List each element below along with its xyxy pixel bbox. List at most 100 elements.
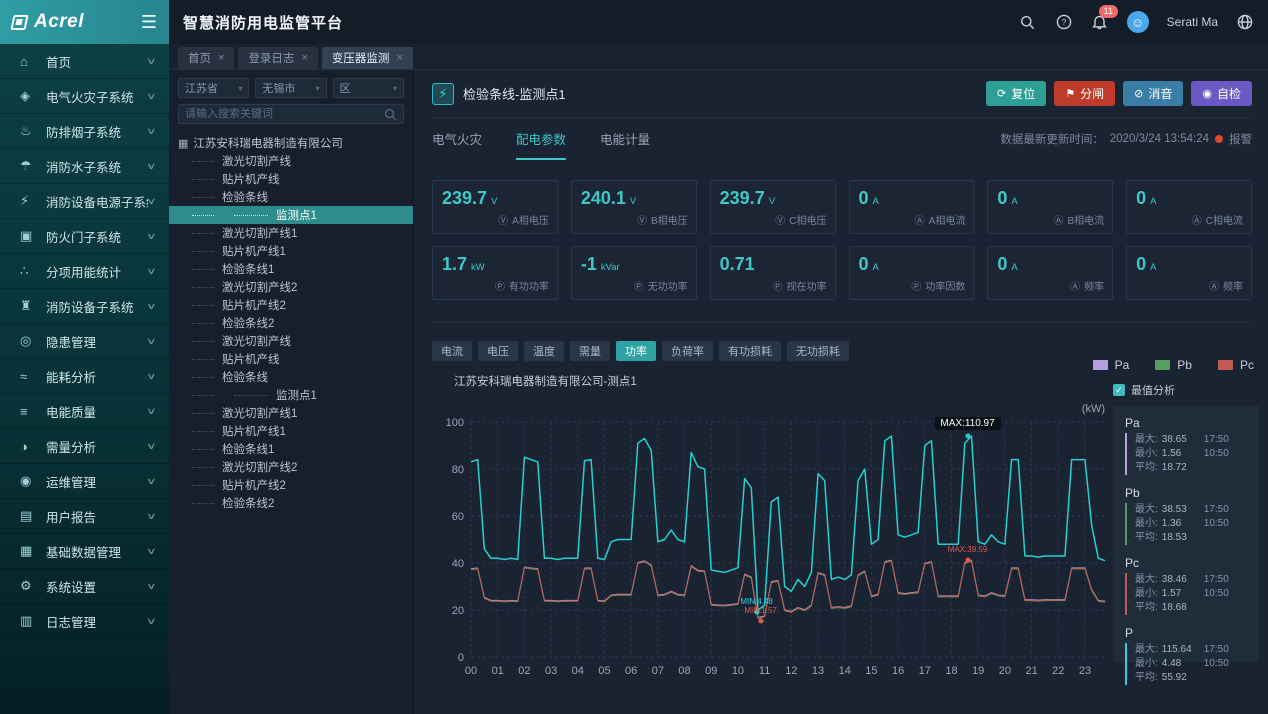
voltage-icon: Ⓥ	[775, 216, 786, 227]
filter-需量[interactable]: 需量	[570, 341, 610, 361]
stats-series-name: Pc	[1125, 556, 1140, 570]
building-icon: ▦	[178, 137, 189, 150]
user-name[interactable]: Serati Ma	[1166, 15, 1218, 29]
sidebar-item-电能质量[interactable]: ≡ 电能质量 ∨	[0, 394, 169, 429]
legend-Pa[interactable]: Pa	[1092, 358, 1129, 372]
svg-text:40: 40	[452, 558, 464, 570]
tree-node[interactable]: 贴片机产线	[178, 170, 404, 188]
sidebar-item-消防水子系统[interactable]: ☂ 消防水子系统 ∨	[0, 149, 169, 184]
filter-无功损耗[interactable]: 无功损耗	[787, 341, 849, 361]
tree-search[interactable]	[178, 104, 404, 124]
close-icon[interactable]: ×	[396, 52, 403, 64]
power-icon: Ⓟ	[911, 282, 922, 293]
max-min-analysis-checkbox[interactable]: ✓ 最值分析	[1113, 382, 1259, 398]
svg-text:60: 60	[452, 511, 464, 523]
sidebar-item-能耗分析[interactable]: ≈ 能耗分析 ∨	[0, 359, 169, 394]
tree-node[interactable]: 激光切割产线1	[178, 224, 404, 242]
tree-node[interactable]: 监测点1	[169, 206, 413, 224]
energy-stat-icon: ∴	[20, 263, 29, 278]
metric-unit: A	[872, 196, 879, 207]
filter-有功损耗[interactable]: 有功损耗	[719, 341, 781, 361]
tree-node[interactable]: 激光切割产线1	[178, 404, 404, 422]
page-tab-首页[interactable]: 首页 ×	[178, 47, 235, 69]
tree-dotted-line	[234, 214, 268, 216]
tree-node[interactable]: 监测点1	[178, 386, 404, 404]
sidebar-item-系统设置[interactable]: ⚙ 系统设置 ∨	[0, 569, 169, 604]
user-avatar[interactable]: ☺	[1126, 11, 1149, 33]
tree-node[interactable]: 贴片机产线2	[178, 296, 404, 314]
tree-node[interactable]: 激光切割产线	[178, 332, 404, 350]
sidebar-item-首页[interactable]: ⌂ 首页 ∨	[0, 44, 169, 79]
sidebar-item-基础数据管理[interactable]: ▦ 基础数据管理 ∨	[0, 534, 169, 569]
sidebar-item-防火门子系统[interactable]: ▣ 防火门子系统 ∨	[0, 219, 169, 254]
close-icon[interactable]: ×	[218, 52, 225, 64]
tree-node[interactable]: 检验条线	[178, 188, 404, 206]
stats-line: 平均: 18.68	[1135, 602, 1187, 613]
metric-card-视在功率: 0.71 Ⓟ 视在功率	[709, 246, 836, 300]
tree-node[interactable]: 检验条线1	[178, 260, 404, 278]
sidebar-item-消防设备子系统[interactable]: ♜ 消防设备子系统 ∨	[0, 289, 169, 324]
stats-series-name: P	[1125, 626, 1134, 640]
sidebar-item-运维管理[interactable]: ◉ 运维管理 ∨	[0, 464, 169, 499]
tab-电气火灾[interactable]: 电气火灾	[432, 132, 483, 147]
tree-node[interactable]: 贴片机产线2	[178, 476, 404, 494]
search-input[interactable]	[185, 108, 384, 120]
sidebar-item-用户报告[interactable]: ▤ 用户报告 ∨	[0, 499, 169, 534]
filter-负荷率[interactable]: 负荷率	[662, 341, 713, 361]
notifications-bell-icon[interactable]: 11	[1091, 5, 1118, 31]
sidebar-item-需量分析[interactable]: ◑ 需量分析 ∨	[0, 429, 169, 464]
filter-功率[interactable]: 功率	[616, 341, 656, 361]
legend-Pb[interactable]: Pb	[1155, 358, 1192, 372]
legend-Pc[interactable]: Pc	[1217, 358, 1254, 372]
svg-text:13: 13	[812, 665, 824, 677]
tree-node[interactable]: 检验条线1	[178, 440, 404, 458]
消音-button[interactable]: ⊘ 消音	[1123, 81, 1184, 106]
复位-button[interactable]: ⟳ 复位	[986, 81, 1047, 106]
tree-node[interactable]: 检验条线2	[178, 314, 404, 332]
tree-node[interactable]: 检验条线2	[178, 494, 404, 512]
chevron-down-icon: ∨	[146, 510, 157, 521]
max-min-stats-panel: Pa 最大: 38.65 17:50 最小: 1.56 10:50 平均: 18.72 Pb 最大:…	[1113, 406, 1259, 685]
sidebar-item-防排烟子系统[interactable]: ♨ 防排烟子系统 ∨	[0, 114, 169, 149]
help-icon[interactable]: ?	[1055, 13, 1073, 31]
tree-node[interactable]: 贴片机产线1	[178, 422, 404, 440]
svg-text:15: 15	[865, 665, 877, 677]
filter-电压[interactable]: 电压	[478, 341, 518, 361]
自检-button[interactable]: ◉ 自检	[1191, 81, 1252, 106]
sidebar-item-隐患管理[interactable]: ◎ 隐患管理 ∨	[0, 324, 169, 359]
tree-node[interactable]: 检验条线	[178, 368, 404, 386]
device-buttons: ⟳ 复位 ⚑ 分闸 ⊘ 消音 ◉ 自检	[986, 81, 1252, 106]
sidebar-menu: ⌂ 首页 ∨ ◈ 电气火灾子系统 ∨ ♨ 防排烟子系统 ∨ ☂ 消防水子系统 ∨ ⚡ 消防设备电源子系统 ∨…	[0, 44, 169, 639]
tab-电能计量[interactable]: 电能计量	[600, 132, 651, 147]
tree-node[interactable]: 贴片机产线	[178, 350, 404, 368]
hamburger-menu-icon[interactable]: ☰	[140, 11, 157, 32]
tree-node-label: 江苏安科瑞电器制造有限公司	[193, 138, 343, 150]
metric-unit: V	[491, 196, 498, 207]
sidebar-item-电气火灾子系统[interactable]: ◈ 电气火灾子系统 ∨	[0, 79, 169, 114]
checkbox-label: 最值分析	[1131, 385, 1175, 397]
region-select[interactable]: 江苏省 ▾	[178, 78, 250, 98]
region-select[interactable]: 无锡市 ▾	[255, 78, 327, 98]
tree-node[interactable]: 激光切割产线2	[178, 278, 404, 296]
tree-node[interactable]: ▦ 江苏安科瑞电器制造有限公司	[178, 134, 404, 152]
tree-dotted-line	[192, 250, 214, 252]
search-icon[interactable]	[1019, 13, 1037, 31]
tree-node[interactable]: 激光切割产线2	[178, 458, 404, 476]
filter-电流[interactable]: 电流	[432, 341, 472, 361]
language-globe-icon[interactable]	[1236, 13, 1254, 31]
tab-配电参数[interactable]: 配电参数	[516, 118, 567, 160]
sidebar-item-日志管理[interactable]: ▥ 日志管理 ∨	[0, 604, 169, 639]
region-select[interactable]: 区 ▾	[332, 78, 404, 98]
tree-node[interactable]: 激光切割产线	[178, 152, 404, 170]
filter-温度[interactable]: 温度	[524, 341, 564, 361]
close-icon[interactable]: ×	[301, 52, 308, 64]
tree-node[interactable]: 贴片机产线1	[178, 242, 404, 260]
page-tab-登录日志[interactable]: 登录日志 ×	[238, 47, 318, 69]
metric-label: Ⓐ 频率	[1209, 278, 1243, 293]
分闸-button[interactable]: ⚑ 分闸	[1054, 81, 1116, 106]
page-tab-变压器监测[interactable]: 变压器监测 ×	[321, 47, 413, 69]
sidebar-item-消防设备电源子系统[interactable]: ⚡ 消防设备电源子系统 ∨	[0, 184, 169, 219]
chevron-down-icon: ∨	[146, 230, 157, 241]
sidebar-item-分项用能统计[interactable]: ∴ 分项用能统计 ∨	[0, 254, 169, 289]
metric-label: Ⓐ 频率	[1070, 278, 1104, 293]
